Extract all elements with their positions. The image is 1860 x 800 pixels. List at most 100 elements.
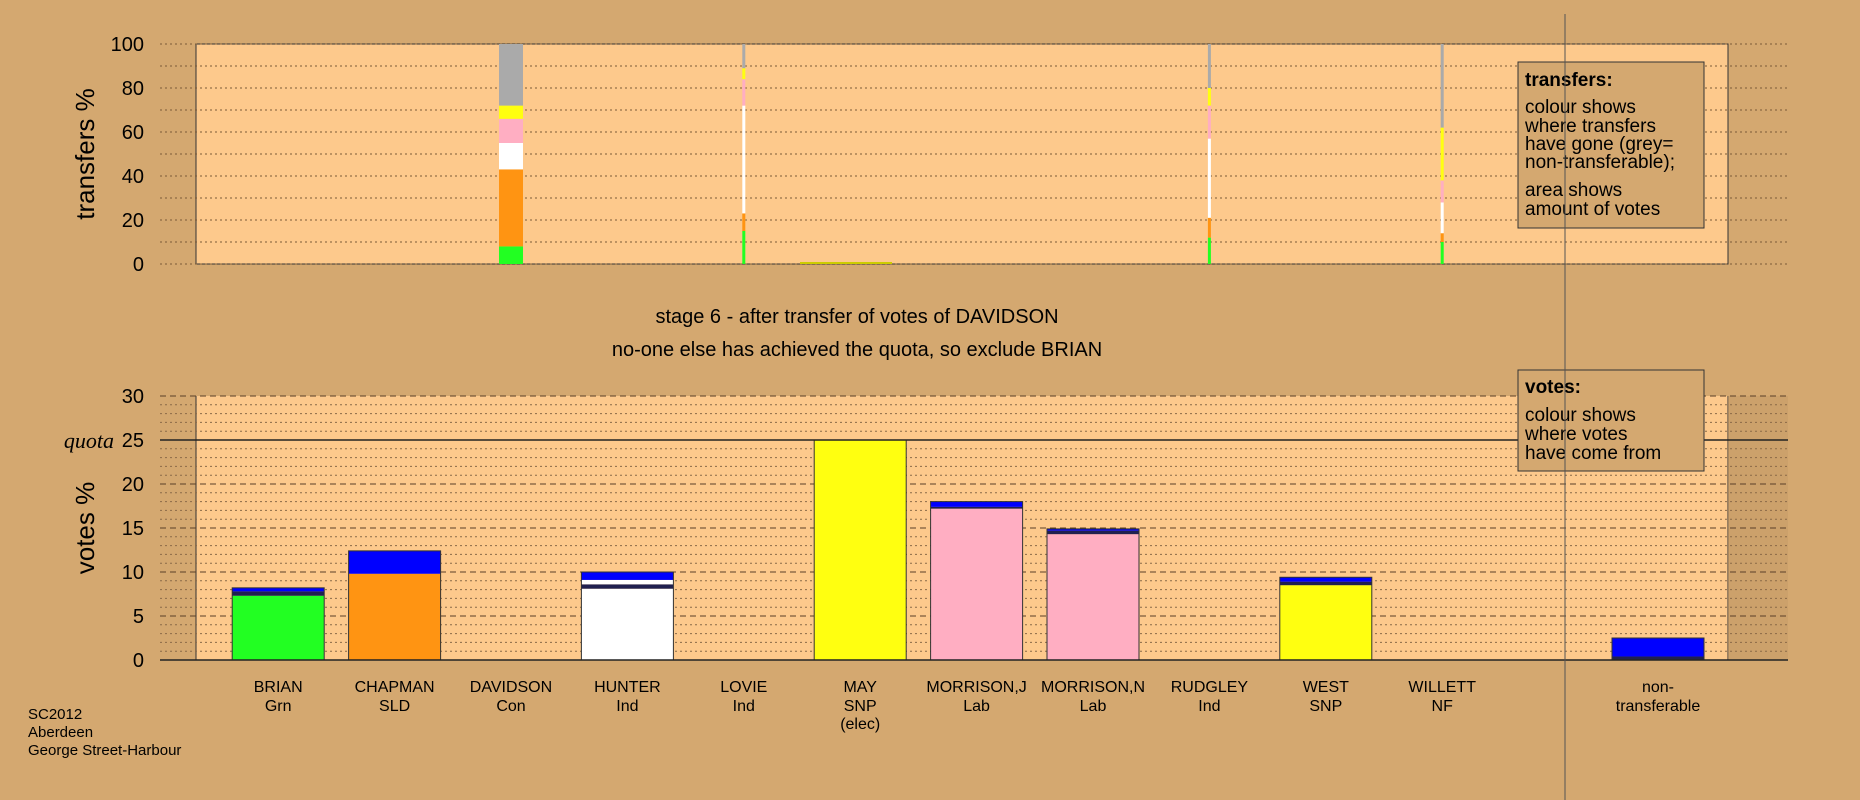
votes-y-tick-label: 25 xyxy=(122,430,144,452)
candidate-name: WILLETT xyxy=(1408,679,1476,696)
votes-y-tick-label: 10 xyxy=(122,562,144,584)
footer-ward: George Street-Harbour xyxy=(28,742,181,759)
transfers-legend-line: colour shows xyxy=(1525,97,1636,118)
votes-y-tick-label: 30 xyxy=(122,386,144,408)
vote-segment-nontransferable xyxy=(1612,656,1704,660)
votes-y-tick-label: 15 xyxy=(122,518,144,540)
votes-y-tick-label: 0 xyxy=(133,650,144,672)
vote-segment-west xyxy=(1279,581,1372,586)
votes-y-tick-label: 20 xyxy=(122,474,144,496)
transfer-segment-lovie xyxy=(742,231,746,264)
vote-segment-west xyxy=(1279,585,1372,660)
candidate-party: SNP xyxy=(844,698,877,715)
vote-segment-morrison,j xyxy=(930,506,1023,509)
footer-council: Aberdeen xyxy=(28,724,93,741)
candidate-name: RUDGLEY xyxy=(1171,679,1249,696)
vote-segment-may xyxy=(814,440,907,660)
vote-segment-brian xyxy=(232,591,325,596)
vote-segment-hunter xyxy=(581,584,674,589)
candidate-name: LOVIE xyxy=(720,679,767,696)
stage-subtitle: no-one else has achieved the quota, so e… xyxy=(612,339,1102,361)
votes-legend-line: where votes xyxy=(1524,424,1627,445)
transfer-segment-willett xyxy=(1440,127,1444,181)
transfers-legend-line: area shows xyxy=(1525,180,1622,201)
candidate-name: CHAPMAN xyxy=(355,679,435,696)
candidate-name: BRIAN xyxy=(254,679,303,696)
transfer-segment-lovie xyxy=(742,105,746,214)
candidate-labels: BRIAN Grn CHAPMAN SLD DAVIDSON Con HUNTER Ind LO… xyxy=(254,679,1476,733)
transfers-legend-title: transfers: xyxy=(1525,70,1613,91)
transfers-y-axis-label: transfers % xyxy=(70,88,100,220)
transfer-segment-willett xyxy=(1440,233,1444,242)
votes-legend-box xyxy=(1517,369,1705,472)
candidate-elected-marker: (elec) xyxy=(840,716,880,733)
candidate-party: NF xyxy=(1432,698,1454,715)
transfer-segment-davidson xyxy=(499,169,523,247)
transfer-segment-rudgley xyxy=(1207,88,1211,106)
footer-election: SC2012 xyxy=(28,706,82,723)
transfer-segment-rudgley xyxy=(1207,105,1211,139)
nontransferable-label: transferable xyxy=(1616,698,1701,715)
transfer-segment-lovie xyxy=(742,68,746,80)
vote-segment-nontransferable xyxy=(1612,638,1704,657)
candidate-name: DAVIDSON xyxy=(470,679,552,696)
candidate-party: SLD xyxy=(379,698,410,715)
candidate-party: Con xyxy=(496,698,525,715)
transfer-segment-willett xyxy=(1440,44,1444,128)
vote-segment-hunter xyxy=(581,579,674,585)
transfer-segment-lovie xyxy=(742,213,746,231)
candidate-name: MORRISON,J xyxy=(926,679,1026,696)
transfer-segment-davidson xyxy=(499,118,523,143)
votes-legend: votes: colour shows where votes have com… xyxy=(1517,369,1705,472)
vote-segment-morrison,n xyxy=(1047,534,1139,660)
transfer-segment-davidson xyxy=(499,246,523,264)
transfer-segment-davidson xyxy=(499,143,523,170)
transfers-legend-line: amount of votes xyxy=(1525,199,1660,220)
transfer-segment-rudgley xyxy=(1207,44,1211,88)
candidate-name: WEST xyxy=(1303,679,1349,696)
transfer-segment-willett xyxy=(1440,242,1444,264)
candidate-name: MORRISON,N xyxy=(1041,679,1145,696)
nontransferable-label: non- xyxy=(1642,679,1674,696)
transfers-y-tick-label: 20 xyxy=(122,210,144,232)
transfers-legend-box xyxy=(1517,61,1705,229)
nontransferable-shade xyxy=(1728,396,1788,660)
vote-segment-hunter xyxy=(581,588,674,660)
transfer-segment-lovie xyxy=(742,44,746,69)
vote-segment-chapman xyxy=(348,573,441,660)
vote-segment-morrison,n xyxy=(1047,530,1139,535)
vote-segment-hunter xyxy=(581,572,674,580)
votes-legend-line: have come from xyxy=(1525,443,1661,464)
candidate-party: Ind xyxy=(733,698,755,715)
transfer-segment-davidson xyxy=(499,44,523,106)
transfers-y-tick-label: 100 xyxy=(111,34,144,56)
transfers-legend-line: have gone (grey= xyxy=(1525,134,1673,155)
candidate-party: SNP xyxy=(1309,698,1342,715)
transfer-segment-rudgley xyxy=(1207,237,1211,264)
transfers-y-ticks: 0 20 40 60 80 100 xyxy=(111,34,144,276)
transfer-segment-rudgley xyxy=(1207,217,1211,238)
vote-segment-brian xyxy=(232,595,325,660)
transfers-legend: transfers: colour shows where transfers … xyxy=(1517,61,1705,229)
votes-y-tick-label: 5 xyxy=(133,606,144,628)
candidate-party: Ind xyxy=(1198,698,1220,715)
candidate-name: MAY xyxy=(843,679,877,696)
transfer-segment-willett xyxy=(1440,202,1444,234)
transfer-bars xyxy=(499,44,1444,264)
candidate-party: Lab xyxy=(963,698,990,715)
vote-segment-morrison,n xyxy=(1047,528,1139,531)
transfer-segment-lovie xyxy=(742,79,746,106)
vote-segment-morrison,j xyxy=(930,501,1023,507)
vote-segment-west xyxy=(1279,577,1372,582)
transfers-legend-line: non-transferable); xyxy=(1525,152,1675,173)
transfers-y-tick-label: 60 xyxy=(122,122,144,144)
candidate-party: Ind xyxy=(616,698,638,715)
transfer-segment-willett xyxy=(1440,180,1444,203)
transfers-grid xyxy=(160,43,1788,265)
transfer-segment-davidson xyxy=(499,105,523,119)
vote-segment-chapman xyxy=(348,550,441,574)
transfer-segment-rudgley xyxy=(1207,138,1211,218)
transfers-y-tick-label: 80 xyxy=(122,78,144,100)
votes-y-axis-label: votes % xyxy=(70,482,100,575)
